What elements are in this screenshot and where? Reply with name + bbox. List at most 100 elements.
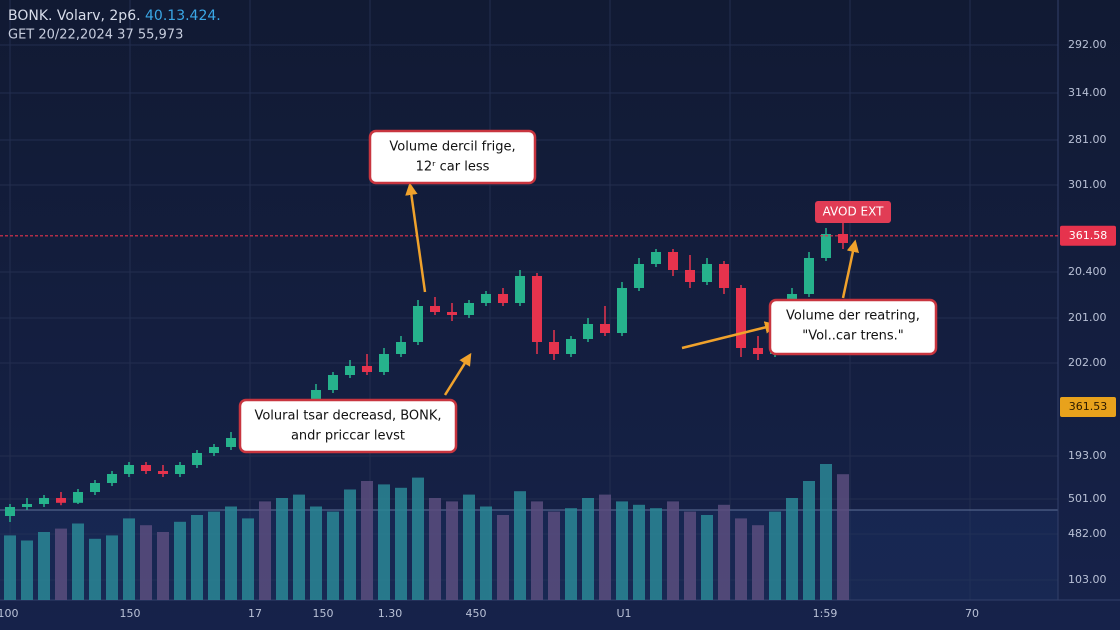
candle-body [226,438,236,447]
candle-body [124,465,134,474]
volume-bar [514,491,526,600]
annotation-box [368,129,537,185]
candle-body [481,294,491,303]
volume-bar [140,525,152,600]
annotation-text: "Vol..car trens." [802,329,904,344]
candle-body [73,492,83,503]
y-tick-label: 281.00 [1068,133,1107,146]
volume-bars [4,464,849,600]
candle-body [328,375,338,390]
y-tick-label: 202.00 [1068,356,1107,369]
volume-bar [803,481,815,600]
y-tick-label: 201.00 [1068,311,1107,324]
volume-bar [4,535,16,600]
grid [0,0,1058,600]
volume-bar [21,540,33,600]
candle-body [430,306,440,312]
y-tick-label: 292.00 [1068,38,1107,51]
volume-bar [106,535,118,600]
volume-bar [293,494,305,600]
title: BONK. Volarv, 2p6. 40.13.424. [8,8,221,24]
arrow [681,321,778,350]
candle-body [617,288,627,333]
volume-bar [157,532,169,600]
price-tag [1060,397,1116,417]
candle-body [379,354,389,372]
volume-bar [531,501,543,600]
annotation-text: Volume der reatring, [786,309,920,324]
volume-bar [565,508,577,600]
volume-bar [480,506,492,600]
candle-body [583,324,593,339]
x-tick-label: 17 [248,607,262,620]
x-tick-label: 1:59 [813,607,838,620]
volume-bar [412,477,424,600]
volume-bar [633,504,645,600]
candle-body [175,465,185,474]
subtitle: GET 20/22,2024 37 55,973 [8,28,183,43]
candle-body [447,312,457,315]
candle-body [600,324,610,333]
x-tick-label: 150 [313,607,334,620]
y-tick-label: 301.00 [1068,178,1107,191]
volume-bar [259,501,271,600]
volume-bar [616,501,628,600]
volume-bar [684,511,696,600]
volume-bar [820,464,832,600]
x-tick-label: 100 [0,607,19,620]
candle-body [498,294,508,303]
y-tick-label: 20.400 [1068,265,1107,278]
y-tick-label: 482.00 [1068,527,1107,540]
volume-bar [548,511,560,600]
volume-bar [208,511,220,600]
candle-body [685,270,695,282]
volume-bar [429,498,441,600]
y-tick-label: 314.00 [1068,86,1107,99]
candle-body [362,366,372,372]
candle-body [5,507,15,516]
signal-tag [815,201,891,223]
y-tick-label: 501.00 [1068,492,1107,505]
candle-body [702,264,712,282]
annotation-text: andr priccar levst [291,429,405,444]
volume-bar [667,501,679,600]
y-tick-label: 103.00 [1068,573,1107,586]
candle-body [736,288,746,348]
x-tick-label: 150 [120,607,141,620]
x-tick-label: 70 [965,607,979,620]
candle-body [90,483,100,492]
candle-body [804,258,814,294]
volume-bar [89,538,101,600]
title-text: BONK. Volarv, 2p6. [8,8,141,24]
candle-body [566,339,576,354]
candle-body [192,453,202,465]
annotation-text: Volural tsar decreasd, BONK, [254,409,441,424]
candle-body [719,264,729,288]
signal-tag-label: AVOD EXT [823,205,885,219]
volume-bar [191,515,203,600]
y-tick-label: 193.00 [1068,449,1107,462]
annotation-box [768,298,938,356]
volume-bar [786,498,798,600]
volume-bar [225,506,237,600]
arrow [405,182,427,293]
title-highlight: 40.13.424. [145,8,221,24]
volume-bar [395,487,407,600]
volume-bar [174,521,186,600]
volume-bar [650,508,662,600]
candle-body [549,342,559,354]
volume-bar [463,494,475,600]
arrow [841,239,860,299]
candle-body [413,306,423,342]
candle-body [634,264,644,288]
candle-body [821,234,831,258]
x-tick-label: U1 [616,607,631,620]
price-tag-label: 361.53 [1069,400,1108,413]
annotation-text: 12ʳ car less [416,160,490,175]
candle-body [107,474,117,483]
volume-bar [446,501,458,600]
volume-bar [361,481,373,600]
candle-body [515,276,525,303]
volume-bar [701,515,713,600]
